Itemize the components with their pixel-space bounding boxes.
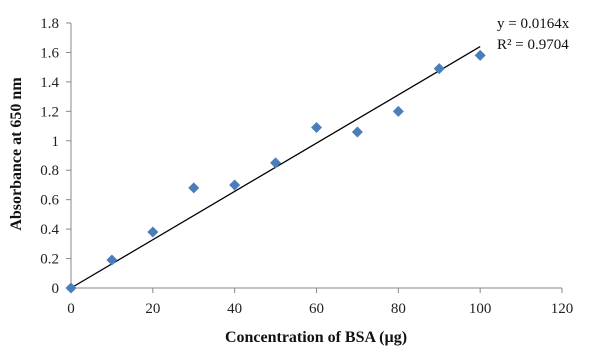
x-tick-label: 0 — [67, 301, 75, 317]
data-point — [66, 283, 77, 294]
data-point — [188, 182, 199, 193]
y-tick-labels: 0 0.2 0.4 0.6 0.8 1 1.2 1.4 1.6 1.8 — [40, 16, 71, 297]
trendline-equation: y = 0.0164x — [497, 16, 570, 32]
x-tick-label: 120 — [551, 301, 574, 317]
data-point — [147, 227, 158, 238]
data-point — [311, 122, 322, 133]
y-tick-label: 1.8 — [40, 16, 59, 32]
x-axis-title: Concentration of BSA (µg) — [225, 329, 407, 346]
y-tick-label: 0.8 — [40, 163, 59, 179]
x-tick-label: 20 — [145, 301, 160, 317]
y-tick-label: 1 — [52, 134, 60, 150]
data-points — [66, 50, 486, 294]
x-tick-label: 80 — [391, 301, 406, 317]
x-tick-label: 60 — [309, 301, 324, 317]
x-tick-label: 40 — [227, 301, 242, 317]
x-tick-label: 100 — [469, 301, 492, 317]
trendline-r-squared: R² = 0.9704 — [497, 37, 569, 53]
data-point — [475, 50, 486, 61]
y-tick-label: 0.4 — [40, 222, 59, 238]
y-tick-label: 1.2 — [40, 104, 59, 120]
y-axis-title: Absorbance at 650 nm — [8, 77, 25, 231]
y-tick-label: 1.6 — [40, 45, 59, 61]
y-tick-label: 0.2 — [40, 252, 59, 268]
data-point — [270, 157, 281, 168]
data-point — [352, 126, 363, 137]
y-tick-label: 1.4 — [40, 75, 59, 91]
axes — [71, 23, 562, 288]
data-point — [106, 255, 117, 266]
x-tick-labels: 0 20 40 60 80 100 120 — [67, 288, 573, 317]
data-point — [393, 106, 404, 117]
y-tick-label: 0.6 — [40, 193, 59, 209]
y-tick-label: 0 — [52, 281, 60, 297]
